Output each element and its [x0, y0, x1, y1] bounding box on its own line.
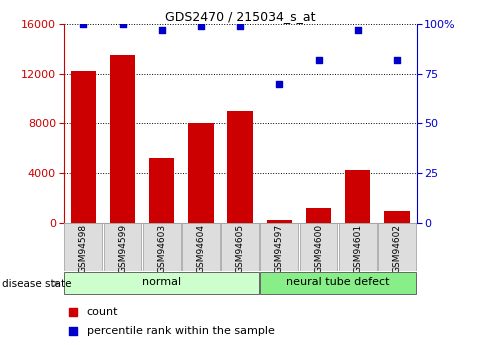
Text: GSM94604: GSM94604 — [196, 224, 205, 273]
Point — [79, 21, 87, 27]
Text: GSM94601: GSM94601 — [353, 224, 362, 273]
Bar — [65, 223, 102, 271]
Point — [69, 309, 76, 315]
Point — [393, 57, 401, 63]
Text: neural tube defect: neural tube defect — [286, 277, 390, 287]
Text: GSM94603: GSM94603 — [157, 224, 166, 273]
Text: GSM94598: GSM94598 — [79, 224, 88, 273]
Point — [275, 81, 283, 87]
Bar — [71, 71, 96, 223]
Point — [69, 328, 76, 334]
Point — [236, 23, 244, 29]
Text: GSM94597: GSM94597 — [275, 224, 284, 273]
Text: GSM94602: GSM94602 — [392, 224, 401, 273]
Bar — [188, 124, 214, 223]
Bar — [182, 223, 220, 271]
Point — [315, 57, 322, 63]
Bar — [143, 223, 180, 271]
Bar — [300, 223, 337, 271]
Title: GDS2470 / 215034_s_at: GDS2470 / 215034_s_at — [165, 10, 316, 23]
Text: GSM94605: GSM94605 — [236, 224, 245, 273]
Bar — [149, 158, 174, 223]
Bar — [104, 223, 141, 271]
Text: disease state: disease state — [2, 279, 72, 288]
Bar — [267, 220, 292, 223]
Text: GSM94599: GSM94599 — [118, 224, 127, 273]
Bar — [261, 223, 298, 271]
Point — [354, 27, 362, 33]
Bar — [261, 272, 416, 294]
Bar — [306, 208, 331, 223]
Bar — [384, 211, 410, 223]
Bar — [227, 111, 253, 223]
Text: normal: normal — [142, 277, 181, 287]
Bar — [65, 272, 259, 294]
Bar — [345, 170, 370, 223]
Point — [158, 27, 166, 33]
Text: count: count — [87, 307, 118, 317]
Text: percentile rank within the sample: percentile rank within the sample — [87, 326, 274, 336]
Bar — [339, 223, 376, 271]
Point — [119, 21, 126, 27]
Bar — [110, 55, 135, 223]
Text: GSM94600: GSM94600 — [314, 224, 323, 273]
Point — [197, 23, 205, 29]
Bar — [378, 223, 416, 271]
Bar — [221, 223, 259, 271]
